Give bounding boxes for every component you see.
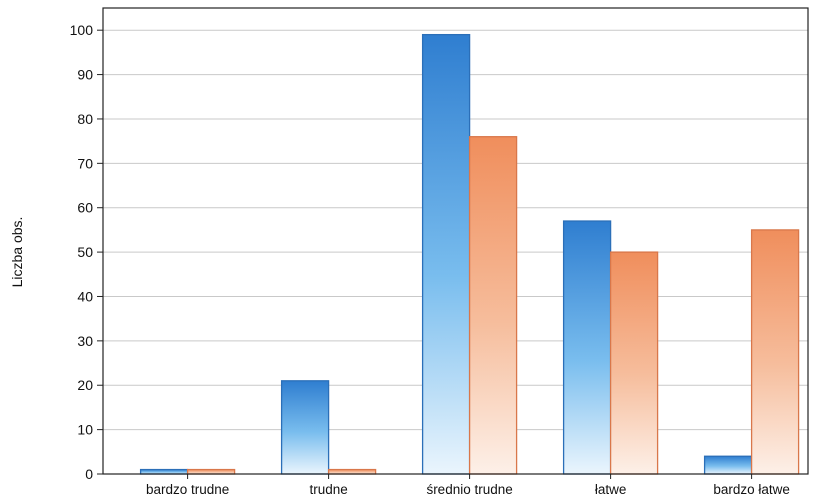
bars xyxy=(139,33,800,475)
x-tick-label: średnio trudne xyxy=(426,482,512,497)
bar-series-2 xyxy=(468,136,518,475)
plot-frame xyxy=(102,7,809,475)
bar-series-2 xyxy=(327,468,377,475)
y-tick-label: 0 xyxy=(85,466,93,482)
bar-series-1 xyxy=(562,220,612,475)
y-tick-label: 90 xyxy=(77,67,93,83)
y-tick-label: 100 xyxy=(70,22,94,38)
x-tick-label: łatwe xyxy=(595,482,627,497)
y-tick-label: 60 xyxy=(77,200,93,216)
x-tick-label: bardzo łatwe xyxy=(713,482,790,497)
x-tick-label: bardzo trudne xyxy=(146,482,229,497)
y-tick-label: 30 xyxy=(77,333,93,349)
y-tick-label: 80 xyxy=(77,111,93,127)
y-tick-label: 40 xyxy=(77,288,93,304)
bar-series-2 xyxy=(609,251,659,475)
bar-series-2 xyxy=(750,229,800,475)
bar-series-1 xyxy=(280,380,330,475)
y-axis-title: Liczba obs. xyxy=(9,217,25,288)
axes: 0 10 20 30 40 50 60 70 80 90 100 bardzo trudne trudn… xyxy=(70,7,809,497)
bar-series-1 xyxy=(421,33,471,475)
y-tick-label: 70 xyxy=(77,155,93,171)
bar-series-1 xyxy=(139,468,189,475)
bar-series-1 xyxy=(703,455,753,475)
bar-series-2 xyxy=(186,468,236,475)
y-tick-label: 10 xyxy=(77,422,93,438)
y-tick-label: 20 xyxy=(77,377,93,393)
x-tick-label: trudne xyxy=(309,482,347,497)
y-tick-label: 50 xyxy=(77,244,93,260)
